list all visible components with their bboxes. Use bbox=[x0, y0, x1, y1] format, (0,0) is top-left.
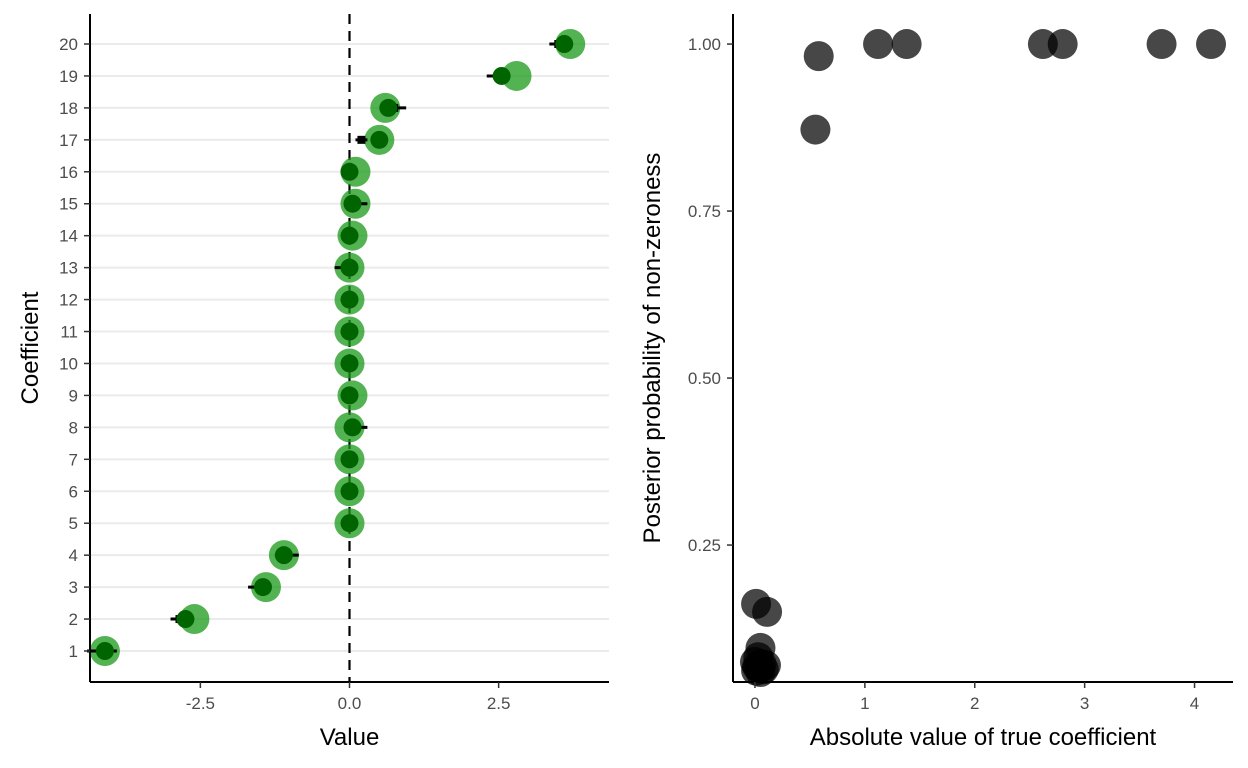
y-tick-label-13: 13 bbox=[59, 259, 78, 278]
posterior-median-point-9 bbox=[340, 386, 359, 405]
x-tick-label-2.5: 2.5 bbox=[487, 694, 511, 713]
posterior-mean-mark-17 bbox=[357, 135, 366, 144]
right-x-ticks: 0 1 2 3 4 bbox=[750, 682, 1199, 713]
scatter-point-1 bbox=[800, 114, 831, 145]
x-tick-label--2.5: -2.5 bbox=[186, 694, 215, 713]
y-tick-label-17: 17 bbox=[59, 131, 78, 150]
y-tick-label-0.50: 0.50 bbox=[688, 369, 721, 388]
posterior-median-point-15 bbox=[343, 194, 362, 213]
y-tick-label-7: 7 bbox=[69, 450, 78, 469]
y-tick-label-2: 2 bbox=[69, 610, 78, 629]
posterior-median-point-13 bbox=[340, 258, 359, 277]
y-tick-label-1.00: 1.00 bbox=[688, 35, 721, 54]
y-tick-label-10: 10 bbox=[59, 354, 78, 373]
left-x-ticks: -2.5 0.0 2.5 bbox=[186, 682, 511, 713]
posterior-median-point-10 bbox=[340, 354, 359, 373]
y-tick-label-6: 6 bbox=[69, 482, 78, 501]
posterior-median-point-18 bbox=[379, 98, 398, 117]
left-y-axis-title: Coefficient bbox=[17, 291, 44, 404]
y-tick-label-0.25: 0.25 bbox=[688, 536, 721, 555]
posterior-median-point-4 bbox=[274, 546, 293, 565]
scatter-point-10 bbox=[752, 596, 783, 627]
posterior-median-point-8 bbox=[343, 418, 362, 437]
true-value-point-19 bbox=[501, 60, 532, 91]
right-y-ticks: 0.25 0.50 0.75 1.00 bbox=[688, 35, 733, 555]
y-tick-label-19: 19 bbox=[59, 67, 78, 86]
posterior-median-point-19 bbox=[492, 66, 511, 85]
y-tick-label-3: 3 bbox=[69, 578, 78, 597]
y-tick-label-15: 15 bbox=[59, 195, 78, 214]
y-tick-label-12: 12 bbox=[59, 291, 78, 310]
x-tick-label-2: 2 bbox=[970, 694, 979, 713]
y-tick-label-20: 20 bbox=[59, 35, 78, 54]
posterior-median-point-7 bbox=[340, 450, 359, 469]
right-y-axis-title: Posterior probability of non-zeroness bbox=[639, 153, 666, 544]
y-tick-label-11: 11 bbox=[60, 323, 78, 342]
y-tick-label-4: 4 bbox=[69, 546, 78, 565]
y-tick-label-0.75: 0.75 bbox=[688, 202, 721, 221]
y-tick-label-9: 9 bbox=[69, 386, 78, 405]
y-tick-label-8: 8 bbox=[69, 418, 78, 437]
y-tick-label-5: 5 bbox=[69, 514, 78, 533]
posterior-median-point-6 bbox=[340, 482, 359, 501]
scatter-point-20 bbox=[745, 656, 776, 687]
scatter-point-3 bbox=[863, 29, 894, 60]
right-data-points bbox=[739, 29, 1227, 687]
posterior-median-point-5 bbox=[340, 514, 359, 533]
y-tick-label-14: 14 bbox=[59, 227, 78, 246]
posterior-probability-panel: 0.25 0.50 0.75 1.00 0 1 2 3 4 Absolute value of… bbox=[639, 14, 1233, 751]
scatter-point-7 bbox=[1146, 29, 1177, 60]
scatter-point-8 bbox=[1196, 29, 1227, 60]
x-tick-label-0: 0 bbox=[750, 694, 759, 713]
x-tick-label-1: 1 bbox=[860, 694, 869, 713]
y-tick-label-18: 18 bbox=[59, 99, 78, 118]
y-tick-label-1: 1 bbox=[69, 642, 78, 661]
right-x-axis-title: Absolute value of true coefficient bbox=[810, 724, 1157, 751]
scatter-point-6 bbox=[1047, 29, 1078, 60]
x-tick-label-0.0: 0.0 bbox=[338, 694, 362, 713]
posterior-median-point-11 bbox=[340, 322, 359, 341]
x-tick-label-3: 3 bbox=[1080, 694, 1089, 713]
posterior-median-point-1 bbox=[95, 642, 114, 660]
posterior-median-point-17 bbox=[370, 130, 389, 149]
left-data-points bbox=[87, 29, 586, 666]
y-tick-label-16: 16 bbox=[59, 163, 78, 182]
scatter-point-4 bbox=[891, 29, 922, 60]
posterior-median-point-16 bbox=[340, 162, 359, 181]
posterior-median-point-2 bbox=[176, 610, 195, 629]
x-tick-label-4: 4 bbox=[1190, 694, 1199, 713]
posterior-median-point-14 bbox=[340, 226, 359, 245]
posterior-median-point-3 bbox=[254, 578, 272, 597]
left-x-axis-title: Value bbox=[320, 724, 380, 751]
scatter-point-2 bbox=[803, 41, 834, 72]
posterior-median-point-12 bbox=[340, 290, 359, 309]
posterior-median-point-20 bbox=[555, 35, 574, 53]
